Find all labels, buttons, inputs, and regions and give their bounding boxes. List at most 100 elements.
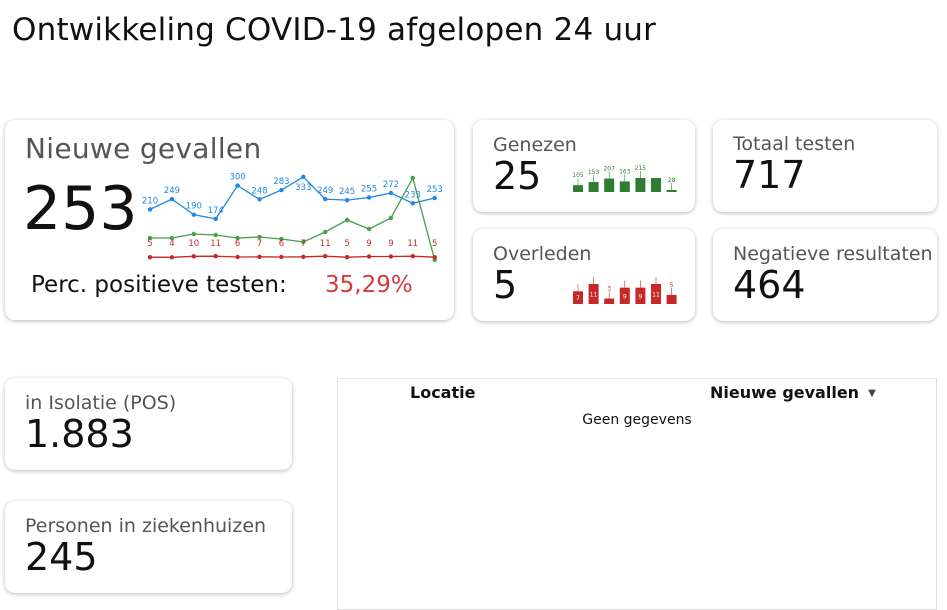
recovered-bar bbox=[666, 190, 677, 192]
trend-label-red: 9 bbox=[388, 239, 393, 249]
new-cases-card: Nieuwe gevallen 253 210 249 190 174 300 248 28… bbox=[5, 120, 454, 320]
isolation-label: in Isolatie (POS) bbox=[25, 392, 177, 414]
new-cases-trend-chart: 210 249 190 174 300 248 283 333 249 245 255 272 233 2… bbox=[142, 173, 443, 263]
recovered-card: Genezen 25 105 153 207 163 215 28 bbox=[473, 120, 695, 212]
trend-label-red: 11 bbox=[210, 239, 221, 249]
hospital-label: Personen in ziekenhuizen bbox=[25, 515, 267, 537]
recovered-bar bbox=[619, 181, 630, 192]
isolation-value: 1.883 bbox=[25, 412, 134, 456]
trend-label-blue: 249 bbox=[164, 186, 180, 196]
deaths-label: 3 bbox=[607, 286, 611, 293]
trend-label-blue: 253 bbox=[427, 185, 443, 195]
trend-point-green bbox=[388, 215, 394, 221]
deaths-label: 5 bbox=[670, 282, 674, 289]
trend-point-blue bbox=[191, 212, 196, 217]
trend-point-red bbox=[388, 254, 394, 259]
deaths-value: 5 bbox=[493, 263, 518, 307]
column-header-new-cases-label: Nieuwe gevallen bbox=[710, 383, 860, 402]
deaths-label: 11 bbox=[652, 292, 660, 299]
trend-point-green bbox=[147, 235, 153, 241]
recovered-value: 25 bbox=[493, 154, 542, 198]
new-cases-label: Nieuwe gevallen bbox=[25, 132, 262, 165]
trend-point-blue bbox=[235, 183, 240, 188]
trend-point-green bbox=[169, 235, 175, 241]
recovered-bar bbox=[573, 185, 583, 192]
trend-line-red bbox=[149, 255, 435, 258]
trend-point-green bbox=[191, 231, 196, 237]
trend-label-red: 7 bbox=[257, 239, 262, 249]
trend-point-red bbox=[323, 253, 328, 259]
sort-desc-icon[interactable]: ▼ bbox=[868, 388, 876, 399]
deaths-bar bbox=[573, 291, 583, 304]
trend-point-red bbox=[235, 254, 240, 260]
trend-point-red bbox=[432, 254, 437, 260]
column-header-location-label: Locatie bbox=[410, 383, 476, 402]
trend-label-red: 6 bbox=[235, 239, 240, 249]
trend-point-blue bbox=[213, 216, 218, 222]
trend-point-blue bbox=[301, 174, 306, 180]
trend-point-green bbox=[410, 175, 415, 181]
trend-point-green bbox=[213, 232, 218, 238]
trend-line-green bbox=[150, 176, 436, 261]
trend-point-blue bbox=[279, 187, 284, 193]
deaths-bar bbox=[619, 287, 630, 304]
recovered-bar bbox=[635, 178, 646, 192]
trend-point-green bbox=[235, 235, 240, 241]
trend-label-red: 11 bbox=[320, 239, 331, 249]
trend-label-blue: 300 bbox=[229, 173, 245, 183]
recovered-label: 28 bbox=[668, 177, 676, 184]
trend-point-blue bbox=[366, 195, 372, 200]
recovered-bar bbox=[588, 182, 599, 192]
trend-label-blue: 333 bbox=[295, 183, 311, 193]
deaths-bar bbox=[666, 294, 677, 304]
trend-label-red: 5 bbox=[344, 239, 349, 249]
trend-label-red: 11 bbox=[407, 239, 418, 249]
deaths-bar bbox=[588, 284, 599, 304]
deaths-card: Overleden 5 7 11 3 9 9 11 5 bbox=[473, 229, 695, 321]
deaths-bar bbox=[651, 284, 661, 304]
trend-point-blue bbox=[344, 197, 350, 203]
trend-label-red: 7 bbox=[301, 239, 306, 249]
recovered-label: 163 bbox=[619, 168, 631, 175]
trend-point-blue bbox=[323, 196, 328, 202]
trend-point-red bbox=[169, 255, 175, 260]
trend-label-red: 9 bbox=[366, 239, 371, 249]
trend-label-blue: 283 bbox=[273, 177, 289, 187]
trend-point-green bbox=[323, 229, 328, 235]
total-tests-label: Totaal testen bbox=[733, 133, 856, 155]
trend-point-green bbox=[344, 217, 350, 223]
trend-point-red bbox=[344, 254, 350, 260]
recovered-label: 215 bbox=[635, 165, 647, 172]
trend-label-blue: 233 bbox=[405, 190, 421, 200]
positive-rate-value: 35,29% bbox=[325, 272, 413, 298]
column-header-location[interactable]: Locatie bbox=[410, 383, 475, 402]
trend-point-blue bbox=[147, 207, 153, 212]
total-tests-card: Totaal testen 717 bbox=[713, 120, 937, 212]
new-cases-value: 253 bbox=[23, 174, 138, 244]
hospital-card: Personen in ziekenhuizen 245 bbox=[5, 501, 292, 593]
trend-label-red: 5 bbox=[432, 239, 437, 249]
trend-label-blue: 248 bbox=[251, 186, 267, 196]
negative-results-card: Negatieve resultaten 464 bbox=[713, 229, 937, 321]
hospital-value: 245 bbox=[25, 535, 98, 579]
recovered-bar bbox=[651, 178, 661, 192]
deaths-label: 9 bbox=[638, 293, 642, 300]
column-header-new-cases[interactable]: Nieuwe gevallen ▼ bbox=[710, 383, 876, 402]
trend-point-green bbox=[257, 234, 262, 240]
trend-line-blue bbox=[149, 176, 435, 220]
trend-label-red: 6 bbox=[279, 239, 284, 249]
negative-results-label: Negatieve resultaten bbox=[733, 243, 933, 265]
trend-label-blue: 245 bbox=[339, 187, 355, 197]
trend-point-green bbox=[279, 236, 284, 242]
trend-point-red bbox=[279, 254, 284, 260]
deaths-bar-chart: 7 11 3 9 9 11 5 bbox=[573, 277, 677, 304]
trend-point-blue bbox=[410, 201, 415, 206]
recovered-bar bbox=[604, 178, 615, 192]
trend-point-blue bbox=[432, 195, 437, 201]
location-table: Locatie Nieuwe gevallen ▼ Geen gegevens bbox=[337, 378, 937, 610]
trend-label-blue: 174 bbox=[208, 206, 224, 216]
trend-label-blue: 255 bbox=[361, 185, 377, 195]
trend-point-red bbox=[213, 253, 218, 259]
deaths-label: 7 bbox=[576, 295, 580, 302]
